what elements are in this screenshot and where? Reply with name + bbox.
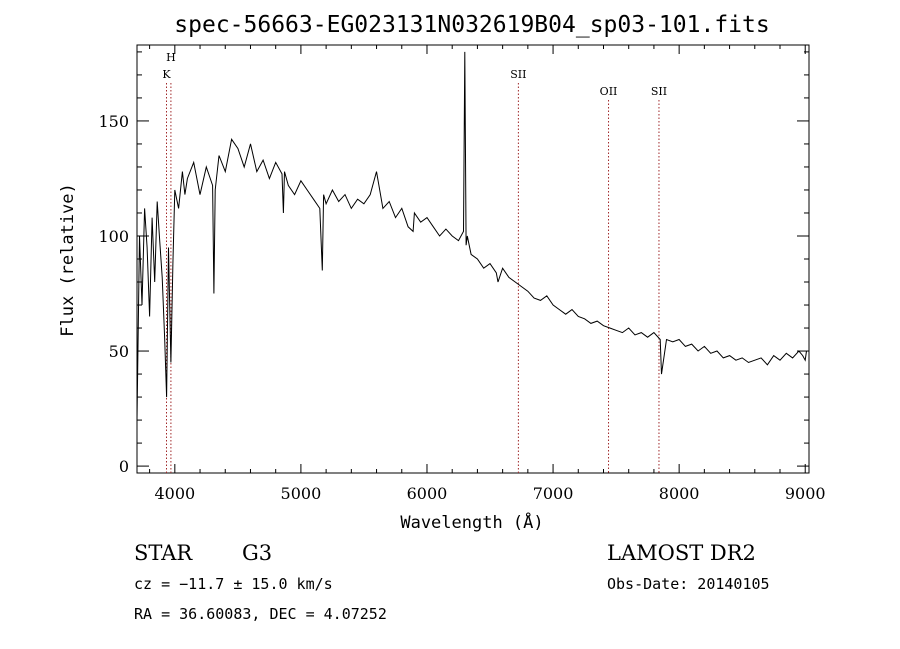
y-axis-label: Flux (relative) bbox=[58, 183, 78, 337]
plot-frame bbox=[136, 44, 810, 474]
coordinates: RA = 36.60083, DEC = 4.07252 bbox=[134, 605, 387, 623]
x-tick-label: 7000 bbox=[533, 484, 574, 503]
spectrum-series bbox=[136, 51, 807, 421]
y-tick-label: 100 bbox=[98, 227, 129, 246]
subclass: G3 bbox=[242, 541, 272, 565]
x-tick-label: 9000 bbox=[785, 484, 826, 503]
object-type: STAR bbox=[134, 541, 193, 565]
spectrum-line bbox=[136, 51, 807, 421]
x-tick-label: 8000 bbox=[659, 484, 700, 503]
y-tick-label: 0 bbox=[119, 457, 129, 476]
line-marker-label: K bbox=[162, 68, 171, 81]
x-tick-label: 6000 bbox=[407, 484, 448, 503]
redshift-cz: cz = −11.7 ± 15.0 km/s bbox=[134, 575, 333, 593]
x-tick-label: 4000 bbox=[154, 484, 195, 503]
line-marker-label: OII bbox=[600, 85, 618, 98]
line-marker-label: SII bbox=[651, 85, 667, 98]
x-axis: 4000 5000 6000 7000 8000 9000 bbox=[149, 45, 826, 503]
chart-title: spec-56663-EG023131N032619B04_sp03-101.f… bbox=[174, 12, 769, 38]
emission-line-markers: KH SII OII SII bbox=[162, 51, 667, 473]
y-tick-label: 50 bbox=[109, 342, 129, 361]
x-axis-label: Wavelength (Å) bbox=[400, 511, 543, 533]
survey-name: LAMOST DR2 bbox=[607, 541, 756, 565]
line-marker-label: H bbox=[166, 51, 176, 64]
y-axis: 0 50 100 150 bbox=[98, 51, 809, 476]
y-tick-label: 150 bbox=[98, 112, 129, 131]
x-tick-label: 5000 bbox=[281, 484, 322, 503]
line-marker-label: SII bbox=[510, 68, 526, 81]
obs-date: Obs-Date: 20140105 bbox=[607, 575, 770, 593]
